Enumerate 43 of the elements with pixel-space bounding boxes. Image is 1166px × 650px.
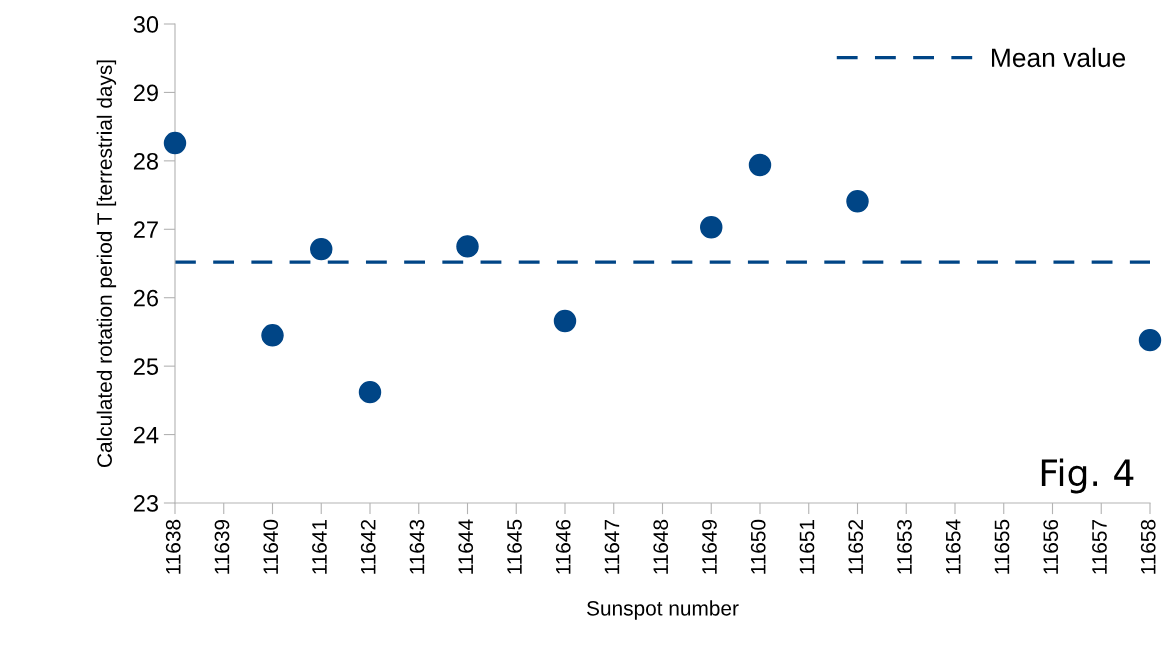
x-tick-label: 11649 — [702, 519, 717, 574]
y-tick-label: 25 — [133, 358, 159, 375]
y-tick-label: 28 — [133, 152, 158, 170]
x-tick-label: 11650 — [750, 519, 766, 574]
point — [748, 153, 772, 177]
point — [846, 190, 869, 213]
x-tick-label: 11656 — [1043, 519, 1059, 574]
x-tick-label: 11658 — [1140, 519, 1156, 574]
point — [456, 235, 479, 258]
y-axis-title: Calculated rotation period T [terrestrial days] — [96, 60, 117, 468]
point — [261, 324, 284, 347]
y-tick-label: 26 — [133, 289, 158, 307]
x-tick-label: 11651 — [799, 519, 815, 574]
point — [1138, 328, 1162, 352]
x-tick-label: 11642 — [360, 520, 376, 574]
y-tick-label: 29 — [133, 84, 158, 102]
point — [310, 237, 333, 261]
point — [553, 309, 577, 333]
x-tick-label: 11644 — [458, 519, 474, 574]
y-tick-label: 23 — [133, 495, 158, 512]
text: Mean value — [992, 47, 1126, 68]
x-tick-label: 11655 — [994, 519, 1010, 574]
x-tick-label: 11641 — [312, 519, 327, 574]
x-tick-label: 11647 — [604, 520, 620, 574]
point — [163, 131, 187, 155]
x-tick-label: 11638 — [165, 519, 181, 574]
y-tick-label: 24 — [133, 426, 159, 444]
y-tick-label: 30 — [133, 16, 159, 33]
point — [358, 380, 382, 404]
x-tick-label: 11652 — [848, 520, 864, 574]
x-tick-label: 11640 — [263, 519, 279, 574]
y-tick-label: 27 — [133, 221, 158, 238]
x-axis-title: Sunspot number — [587, 600, 739, 620]
x-tick-label: 11643 — [409, 519, 425, 574]
x-tick-label: 11653 — [897, 519, 912, 574]
x-tick-label: 11646 — [555, 519, 571, 574]
point — [700, 216, 723, 239]
x-tick-label: 11645 — [507, 519, 522, 574]
annotation: Fig. 4 — [1041, 458, 1134, 494]
x-tick-label: 11639 — [214, 519, 230, 574]
x-tick-label: 11654 — [945, 519, 961, 574]
x-tick-label: 11657 — [1092, 520, 1107, 574]
x-tick-label: 11648 — [653, 519, 669, 574]
